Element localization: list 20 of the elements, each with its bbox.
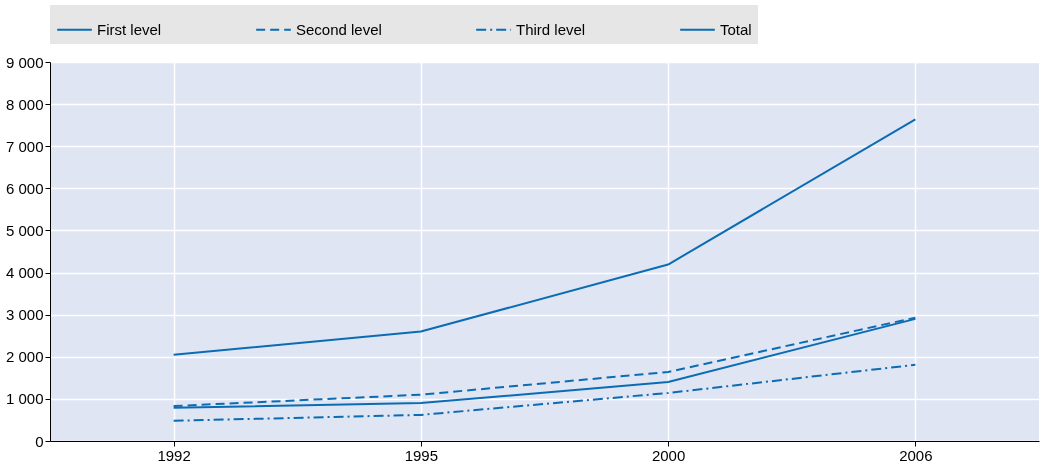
y-tick-label: 7 000	[5, 137, 44, 155]
y-tick-label: 3 000	[5, 306, 44, 324]
x-tick-label: 1995	[404, 446, 439, 464]
line-series	[172, 118, 917, 356]
y-tick-label: 9 000	[5, 53, 44, 71]
y-tick-label: 8 000	[5, 95, 44, 113]
line-series	[172, 363, 917, 422]
y-tick-label: 0	[35, 432, 44, 450]
legend-label: Third level	[516, 20, 586, 38]
x-tick-label: 2000	[651, 446, 686, 464]
y-tick-label: 5 000	[5, 221, 44, 239]
legend-label: First level	[97, 20, 162, 38]
y-tick-label: 6 000	[5, 179, 44, 197]
legend-label: Total	[720, 20, 752, 38]
y-tick-label: 4 000	[5, 264, 44, 282]
legend-label: Second level	[296, 20, 382, 38]
y-tick-label: 2 000	[5, 348, 44, 366]
x-tick-label: 2006	[899, 446, 933, 464]
y-tick-label: 1 000	[5, 390, 44, 408]
x-tick-label: 1992	[157, 446, 191, 464]
